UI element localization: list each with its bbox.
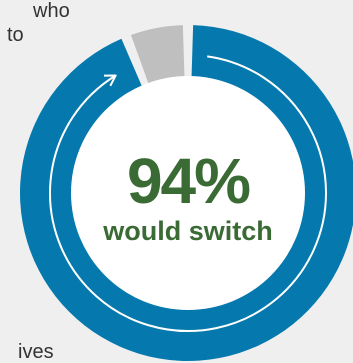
center-label: would switch — [102, 216, 273, 246]
text-fragment-top-1: who — [33, 0, 70, 22]
progress-arc-indicator — [49, 55, 327, 332]
arc-arrowhead-icon — [104, 74, 117, 87]
donut-center — [71, 76, 305, 310]
text-fragment-bottom: ives — [18, 341, 54, 363]
text-fragment-top-2: to — [7, 24, 24, 46]
center-value: 94% — [127, 145, 250, 217]
